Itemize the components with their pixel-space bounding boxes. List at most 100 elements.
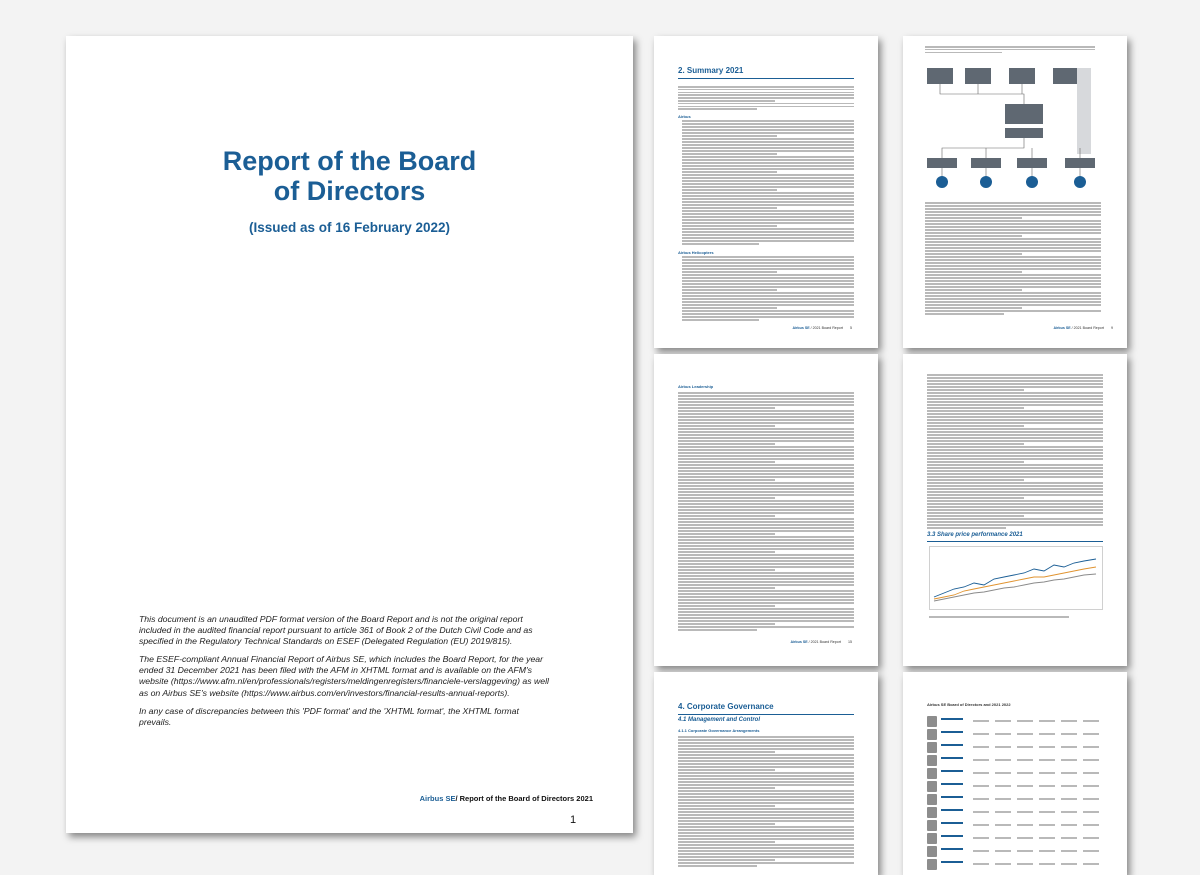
text-line: [682, 174, 854, 176]
board-table-cell-line: [973, 824, 989, 826]
text-line: [682, 301, 854, 303]
text-line: [927, 374, 1103, 376]
text-line: [925, 292, 1101, 294]
text-line: [678, 856, 854, 858]
text-line: [925, 214, 1101, 216]
board-member-name-line: [941, 848, 963, 850]
text-line: [678, 748, 854, 750]
board-table-cell-line: [1039, 811, 1055, 813]
diagram-box-holding: [1005, 128, 1043, 138]
share-price-line-airbus: [933, 558, 1097, 598]
board-table-cell-line: [995, 863, 1011, 865]
board-table-cell-line: [995, 837, 1011, 839]
text-line: [678, 554, 854, 556]
page-governance-text[interactable]: Airbus Leadership Airbus SE / 2021 Board…: [654, 354, 878, 666]
board-table-cell-line: [973, 811, 989, 813]
text-line: [678, 467, 854, 469]
text-line: [927, 494, 1103, 496]
text-line: [678, 823, 775, 825]
text-line: [678, 766, 854, 768]
text-line: [925, 247, 1101, 249]
text-line: [682, 289, 777, 291]
text-line: [925, 310, 1101, 312]
text-line: [925, 262, 1101, 264]
board-table-cell-line: [973, 785, 989, 787]
text-line: [927, 464, 1103, 466]
text-line: [678, 464, 854, 466]
board-table-cell-line: [973, 837, 989, 839]
page-governance-footer-text: / 2021 Board Report: [807, 640, 841, 644]
text-line: [925, 289, 1022, 291]
text-line: [678, 763, 854, 765]
text-line: [682, 198, 854, 200]
board-member-avatar: [927, 729, 937, 740]
board-table-cell-line: [1017, 837, 1033, 839]
board-table-cell-line: [1039, 720, 1055, 722]
text-line: [678, 787, 775, 789]
diagram-box-shareholder-1: [927, 68, 953, 84]
page-board-table[interactable]: Airbus SE Board of Directors and 2021 20…: [903, 672, 1127, 875]
text-line: [678, 611, 854, 613]
text-line: [927, 470, 1103, 472]
share-price-line-index-2: [933, 573, 1097, 602]
diagram-box-side: [1077, 68, 1091, 154]
page-summary-heading-rule: [678, 78, 854, 79]
text-line: [678, 452, 854, 454]
text-line: [682, 135, 777, 137]
text-line: [678, 608, 854, 610]
text-line: [927, 386, 1103, 388]
diagram-box-shareholder-4: [1053, 68, 1079, 84]
diagram-box-shareholder-2: [965, 68, 991, 84]
board-member-avatar: [927, 742, 937, 753]
text-line: [925, 301, 1101, 303]
board-table-cell-line: [1017, 824, 1033, 826]
text-line: [682, 213, 854, 215]
text-line: [682, 141, 854, 143]
cover-page[interactable]: Report of the Board of Directors (Issued…: [66, 36, 633, 833]
text-line: [927, 452, 1103, 454]
text-line: [682, 189, 777, 191]
board-table-cell-line: [1083, 798, 1099, 800]
text-line: [925, 280, 1101, 282]
board-table-cell-line: [1083, 733, 1099, 735]
board-table-cell-line: [1061, 720, 1077, 722]
board-table-cell-line: [1039, 759, 1055, 761]
text-line: [682, 231, 854, 233]
text-line: [678, 793, 854, 795]
text-line: [678, 745, 854, 747]
text-line: [925, 295, 1101, 297]
text-line: [927, 407, 1024, 409]
text-line: [682, 201, 854, 203]
text-line: [682, 265, 854, 267]
text-line: [678, 620, 854, 622]
text-line: [927, 377, 1103, 379]
cover-note-unaudited: This document is an unaudited PDF format…: [139, 614, 533, 647]
text-line: [678, 407, 775, 409]
text-line: [678, 437, 854, 439]
cover-title-line1: Report of the Board: [222, 146, 477, 176]
text-line: [927, 416, 1103, 418]
page-share-heading: 3.3 Share price performance 2021: [927, 532, 1023, 538]
text-line: [925, 307, 1022, 309]
cover-page-number: 1: [570, 814, 577, 826]
text-line: [678, 422, 854, 424]
page-share-price[interactable]: 3.3 Share price performance 2021: [903, 354, 1127, 666]
text-line: [682, 210, 854, 212]
page-ownership-diagram[interactable]: Airbus SE / 2021 Board Report 9: [903, 36, 1127, 348]
text-line: [927, 479, 1024, 481]
diagram-top-boxes: [927, 68, 1095, 168]
text-line: [678, 88, 854, 91]
board-table-cell-line: [995, 811, 1011, 813]
board-table-cell-line: [1039, 798, 1055, 800]
text-line: [678, 455, 854, 457]
text-line: [678, 494, 854, 496]
cover-title-line2: of Directors: [273, 176, 426, 206]
page-summary[interactable]: 2. Summary 2021 Airbus Airbus Helicopter…: [654, 36, 878, 348]
text-line: [925, 298, 1101, 300]
text-line: [925, 220, 1101, 222]
text-line: [682, 153, 777, 155]
text-line: [925, 223, 1101, 225]
board-table-cell-line: [1017, 733, 1033, 735]
text-line: [678, 542, 854, 544]
page-corporate-governance[interactable]: 4. Corporate Governance 4.1 Management a…: [654, 672, 878, 875]
